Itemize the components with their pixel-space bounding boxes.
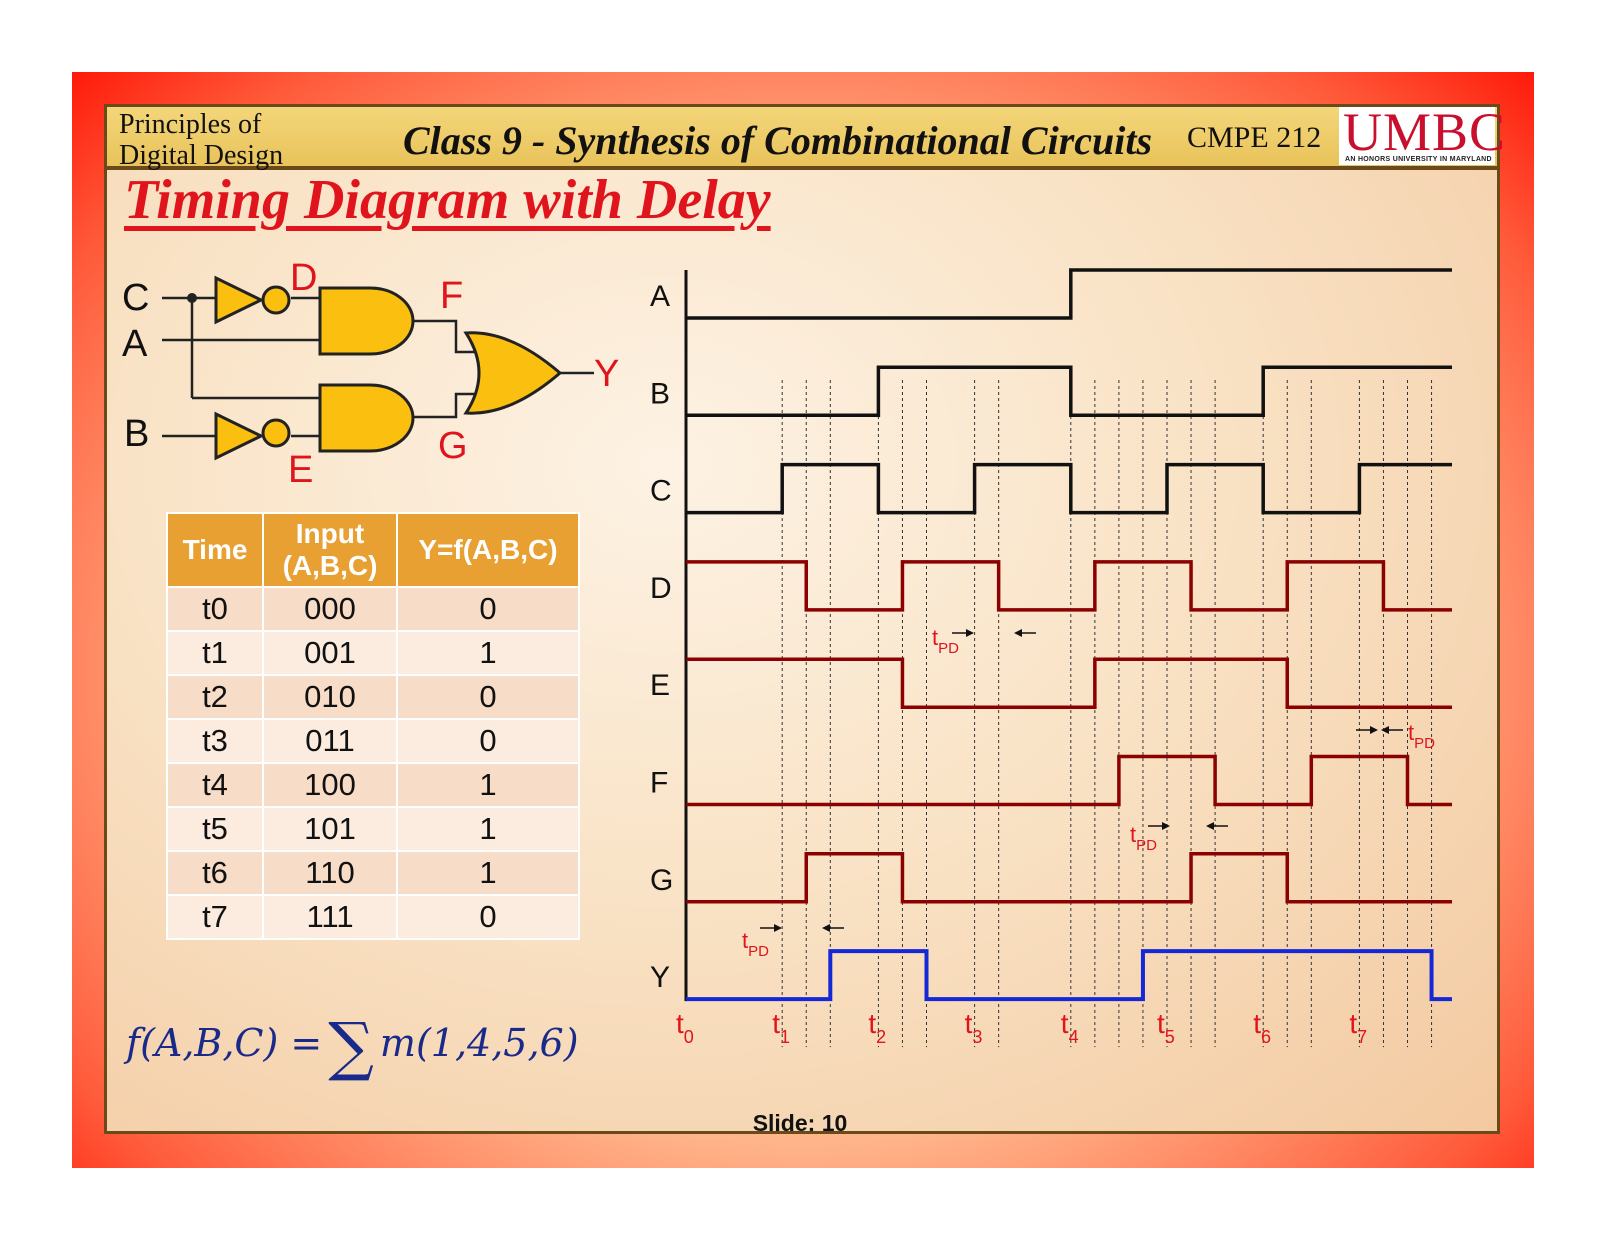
cell-input: 101 (262, 806, 398, 852)
umbc-logo: UMBC AN HONORS UNIVERSITY IN MARYLAND (1339, 102, 1505, 165)
cell-time: t5 (166, 806, 264, 852)
cell-input: 010 (262, 674, 398, 720)
cell-output: 0 (396, 894, 580, 940)
formula-rhs: m(1,4,5,6) (379, 1021, 579, 1065)
table-header-row: Time Input (A,B,C) Y=f(A,B,C) (166, 512, 580, 588)
sum-symbol: ∑ (328, 1010, 374, 1084)
slide-header: Principles of Digital Design Class 9 - S… (104, 102, 1505, 171)
slide-title: Timing Diagram with Delay (124, 169, 771, 231)
slide-number: Slide: 10 (752, 1110, 848, 1136)
cell-output: 0 (396, 674, 580, 720)
cell-output: 1 (396, 850, 580, 896)
cell-input: 100 (262, 762, 398, 808)
cell-time: t7 (166, 894, 264, 940)
table-row: t6 110 1 (166, 850, 580, 896)
table-row: t5 101 1 (166, 806, 580, 852)
function-formula: f(A,B,C) =∑ m(1,4,5,6) (126, 1010, 579, 1084)
cell-input: 110 (262, 850, 398, 896)
cell-input: 000 (262, 586, 398, 632)
table-row: t3 011 0 (166, 718, 580, 764)
cell-output: 0 (396, 718, 580, 764)
table-row: t7 111 0 (166, 894, 580, 940)
logo-text: UMBC (1343, 102, 1507, 162)
cell-output: 1 (396, 806, 580, 852)
table-row: t0 000 0 (166, 586, 580, 632)
header-time: Time (166, 512, 264, 588)
table-row: t1 001 1 (166, 630, 580, 676)
table-row: t2 010 0 (166, 674, 580, 720)
table-row: t4 100 1 (166, 762, 580, 808)
cell-time: t2 (166, 674, 264, 720)
cell-time: t6 (166, 850, 264, 896)
formula-lhs: f(A,B,C) = (126, 1021, 323, 1065)
cell-output: 1 (396, 630, 580, 676)
cell-input: 011 (262, 718, 398, 764)
cell-time: t1 (166, 630, 264, 676)
cell-output: 0 (396, 586, 580, 632)
class-title: Class 9 - Synthesis of Combinational Cir… (403, 118, 1153, 163)
cell-output: 1 (396, 762, 580, 808)
header-input: Input (A,B,C) (262, 512, 398, 588)
truth-table: Time Input (A,B,C) Y=f(A,B,C) t0 000 0 t1 00… (166, 512, 580, 940)
cell-input: 001 (262, 630, 398, 676)
cell-time: t3 (166, 718, 264, 764)
course-name: Principles of Digital Design (119, 109, 284, 171)
course-code: CMPE 212 (1187, 121, 1322, 154)
header-output: Y=f(A,B,C) (396, 512, 580, 588)
cell-time: t4 (166, 762, 264, 808)
logo-tagline: AN HONORS UNIVERSITY IN MARYLAND (1345, 156, 1492, 163)
cell-time: t0 (166, 586, 264, 632)
cell-input: 111 (262, 894, 398, 940)
